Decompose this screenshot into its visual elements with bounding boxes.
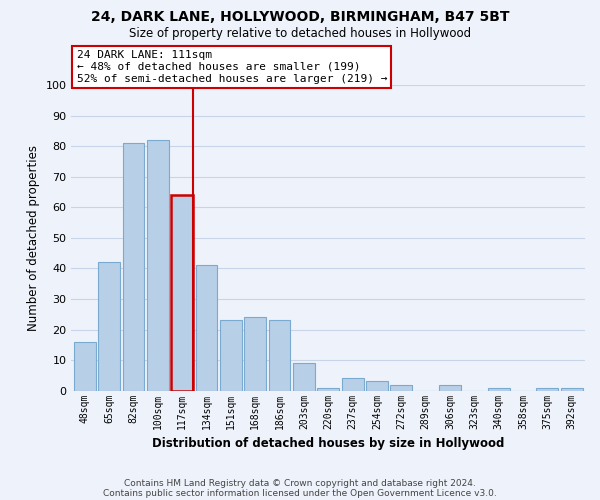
Bar	[341, 378, 364, 390]
Bar	[269, 320, 290, 390]
Bar	[98, 262, 120, 390]
Bar	[390, 384, 412, 390]
Bar	[171, 195, 193, 390]
Text: Contains public sector information licensed under the Open Government Licence v3: Contains public sector information licen…	[103, 488, 497, 498]
X-axis label: Distribution of detached houses by size in Hollywood: Distribution of detached houses by size …	[152, 437, 505, 450]
Text: Contains HM Land Registry data © Crown copyright and database right 2024.: Contains HM Land Registry data © Crown c…	[124, 478, 476, 488]
Text: 24, DARK LANE, HOLLYWOOD, BIRMINGHAM, B47 5BT: 24, DARK LANE, HOLLYWOOD, BIRMINGHAM, B4…	[91, 10, 509, 24]
Bar	[122, 143, 145, 390]
Bar	[244, 318, 266, 390]
Bar	[147, 140, 169, 390]
Bar	[293, 363, 315, 390]
Bar	[439, 384, 461, 390]
Bar	[488, 388, 509, 390]
Text: Size of property relative to detached houses in Hollywood: Size of property relative to detached ho…	[129, 28, 471, 40]
Bar	[317, 388, 339, 390]
Bar	[536, 388, 558, 390]
Bar	[560, 388, 583, 390]
Y-axis label: Number of detached properties: Number of detached properties	[27, 145, 40, 331]
Bar	[220, 320, 242, 390]
Bar	[74, 342, 96, 390]
Bar	[366, 382, 388, 390]
Bar	[196, 266, 217, 390]
Text: 24 DARK LANE: 111sqm
← 48% of detached houses are smaller (199)
52% of semi-deta: 24 DARK LANE: 111sqm ← 48% of detached h…	[77, 50, 387, 84]
